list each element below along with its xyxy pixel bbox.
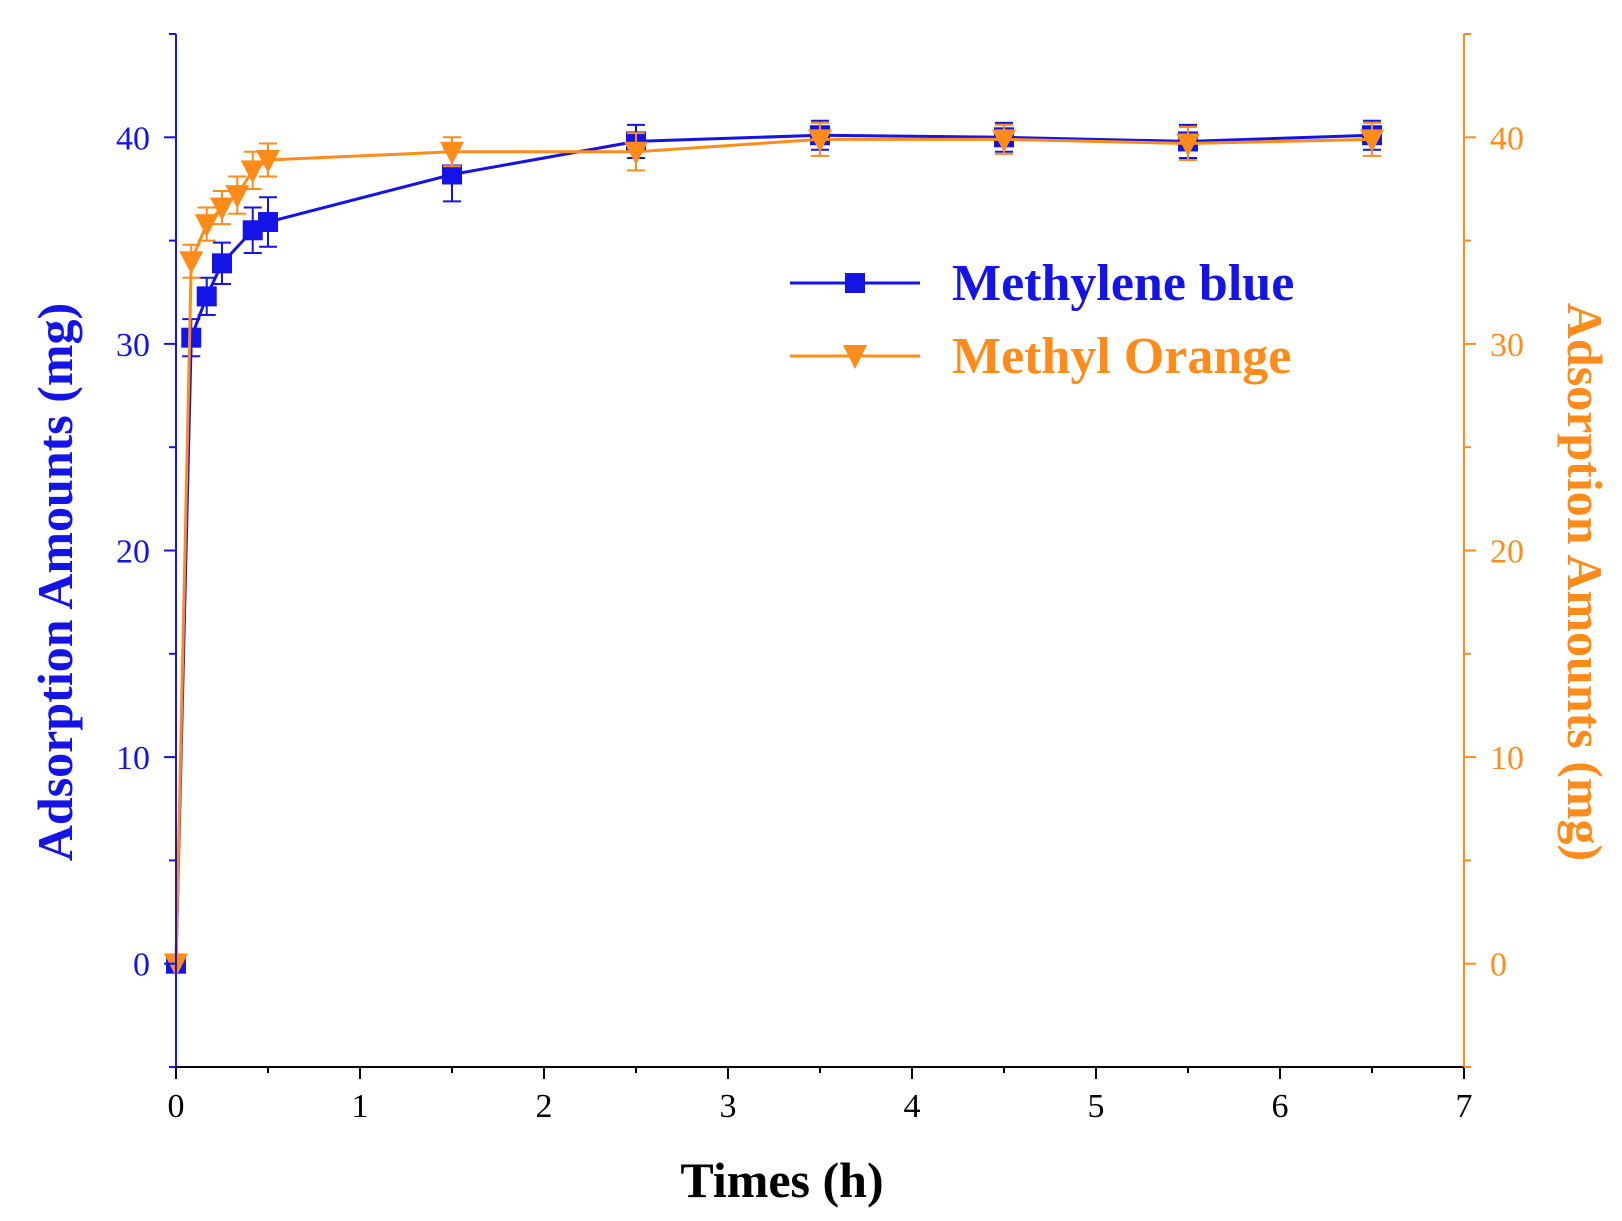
data-point-methyl-orange xyxy=(808,129,832,153)
legend-item-methylene-blue: Methylene blue xyxy=(790,255,1294,312)
data-point-methylene-blue xyxy=(181,327,202,348)
left-y-tick-label: 40 xyxy=(116,120,150,157)
data-point-methyl-orange xyxy=(440,141,464,165)
x-tick-label: 1 xyxy=(352,1088,369,1125)
legend: Methylene blue Methyl Orange xyxy=(790,255,1294,385)
legend-item-methyl-orange: Methyl Orange xyxy=(790,328,1291,385)
x-tick-label: 3 xyxy=(720,1088,737,1125)
series-methylene-blue xyxy=(166,119,1382,974)
data-point-methylene-blue xyxy=(196,286,217,307)
left-y-tick-label: 0 xyxy=(133,947,150,984)
legend-label-methylene-blue: Methylene blue xyxy=(952,255,1294,312)
right-y-tick-label: 20 xyxy=(1490,534,1524,571)
data-point-methyl-orange xyxy=(624,141,648,165)
left-y-axis-title: Adsorption Amounts (mg) xyxy=(27,303,83,861)
right-y-axis-title: Adsorption Amounts (mg) xyxy=(1557,303,1613,861)
data-point-methyl-orange xyxy=(240,160,265,184)
x-tick-label: 7 xyxy=(1456,1088,1473,1125)
x-axis-title: Times (h) xyxy=(680,1152,883,1208)
series-methyl-orange xyxy=(164,121,1384,977)
data-point-methyl-orange xyxy=(179,251,204,275)
data-point-methyl-orange xyxy=(256,150,280,174)
x-tick-label: 5 xyxy=(1088,1088,1105,1125)
data-point-methyl-orange xyxy=(1176,133,1200,157)
x-tick-label: 2 xyxy=(536,1088,553,1125)
x-tick-label: 0 xyxy=(168,1088,185,1125)
left-y-tick-label: 10 xyxy=(116,740,150,777)
data-point-methyl-orange xyxy=(210,197,234,221)
x-tick-label: 6 xyxy=(1272,1088,1289,1125)
x-tick-label: 4 xyxy=(904,1088,921,1125)
left-y-tick-label: 20 xyxy=(116,534,150,571)
data-point-methyl-orange xyxy=(225,185,250,209)
left-y-tick-label: 30 xyxy=(116,327,150,364)
data-point-methylene-blue xyxy=(258,212,278,233)
series-layer xyxy=(164,119,1384,977)
right-y-tick-label: 40 xyxy=(1490,120,1524,157)
data-point-methylene-blue xyxy=(242,220,263,241)
data-point-methylene-blue xyxy=(212,253,232,274)
axes-layer: 0 1 2 3 4 5 6 7 0 0 10 10 20 20 30 30 40 40 xyxy=(116,33,1524,1125)
legend-label-methyl-orange: Methyl Orange xyxy=(952,328,1291,385)
right-y-tick-label: 0 xyxy=(1490,947,1507,984)
legend-marker-methylene-blue xyxy=(845,273,865,293)
data-point-methyl-orange xyxy=(1360,129,1384,153)
data-point-methyl-orange xyxy=(992,129,1016,153)
right-y-tick-label: 10 xyxy=(1490,740,1524,777)
right-y-tick-label: 30 xyxy=(1490,327,1524,364)
data-point-methyl-orange xyxy=(194,214,219,238)
legend-marker-methyl-orange xyxy=(843,345,867,369)
data-point-methylene-blue xyxy=(442,164,462,185)
